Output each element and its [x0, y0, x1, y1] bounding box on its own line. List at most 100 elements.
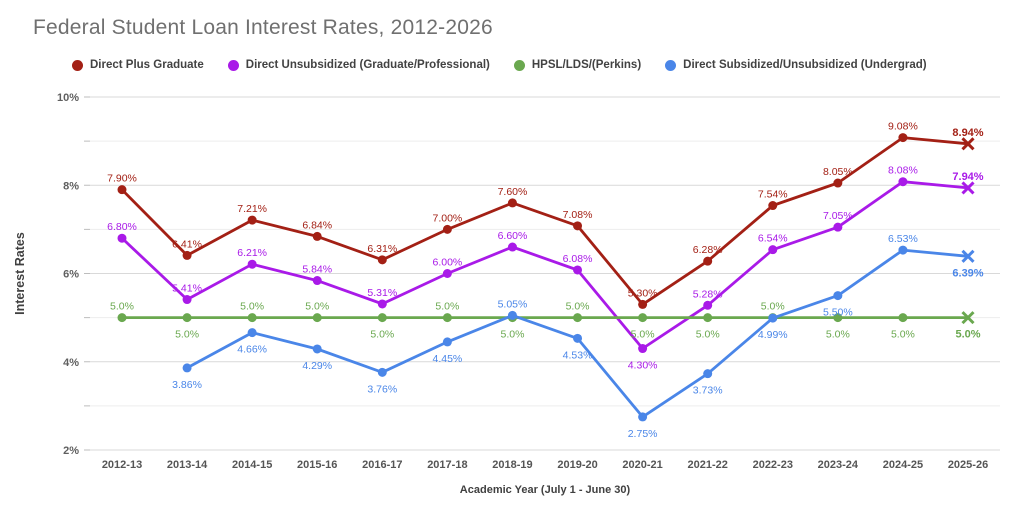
data-point[interactable]	[442, 337, 452, 347]
data-label: 5.05%	[498, 298, 528, 310]
data-point[interactable]	[703, 369, 713, 379]
data-point[interactable]	[573, 333, 583, 343]
data-point[interactable]	[703, 256, 713, 266]
data-label: 5.50%	[823, 307, 853, 319]
data-label: 4.45%	[432, 353, 462, 365]
data-point[interactable]	[768, 245, 778, 255]
data-point[interactable]	[638, 412, 648, 422]
data-point[interactable]	[182, 250, 192, 260]
legend-dot-icon	[227, 59, 239, 71]
x-cross-marker-icon	[961, 181, 975, 195]
data-point[interactable]	[312, 313, 322, 323]
data-point[interactable]	[833, 178, 843, 188]
data-point[interactable]	[638, 313, 648, 323]
chart-legend: Direct Plus Graduate Direct Unsubsidized…	[72, 59, 927, 71]
data-point[interactable]	[573, 265, 583, 275]
data-point[interactable]	[507, 310, 517, 320]
data-point[interactable]	[898, 313, 908, 323]
data-point[interactable]	[312, 231, 322, 241]
data-point[interactable]	[507, 242, 517, 252]
data-label: 5.0%	[696, 329, 720, 341]
data-label: 4.30%	[628, 360, 658, 372]
data-label: 7.00%	[432, 212, 462, 224]
data-point[interactable]	[507, 198, 517, 208]
data-point[interactable]	[703, 313, 713, 323]
data-point[interactable]	[638, 299, 648, 309]
data-label: 5.0%	[305, 301, 329, 313]
data-label: 7.21%	[237, 203, 267, 215]
legend-item-direct-unsubsidized: Direct Unsubsidized (Graduate/Profession…	[227, 59, 490, 71]
chart-title: Federal Student Loan Interest Rates, 201…	[33, 16, 493, 39]
data-label: 6.84%	[302, 219, 332, 231]
data-point[interactable]	[898, 133, 908, 143]
data-point[interactable]	[247, 215, 257, 225]
data-label: 5.0%	[826, 329, 850, 341]
x-tick-label: 2020-21	[622, 459, 662, 471]
data-point[interactable]	[833, 222, 843, 232]
legend-dot-icon	[513, 59, 525, 71]
data-label: 5.0%	[500, 329, 524, 341]
legend-label: Direct Plus Graduate	[90, 59, 204, 71]
data-point[interactable]	[898, 177, 908, 187]
data-label: 3.73%	[693, 385, 723, 397]
data-point[interactable]	[833, 313, 843, 323]
data-label: 2.75%	[628, 428, 658, 440]
data-point[interactable]	[768, 313, 778, 323]
x-tick-label: 2012-13	[102, 459, 142, 471]
x-cross-marker-icon	[961, 249, 975, 263]
data-point[interactable]	[573, 221, 583, 231]
data-label: 6.00%	[432, 257, 462, 269]
data-point[interactable]	[312, 344, 322, 354]
data-point[interactable]	[117, 313, 127, 323]
x-axis-title: Academic Year (July 1 - June 30)	[460, 484, 631, 496]
data-label: 4.99%	[758, 329, 788, 341]
data-label: 5.0%	[435, 301, 459, 313]
data-point[interactable]	[117, 233, 127, 243]
data-point[interactable]	[377, 367, 387, 377]
x-tick-label: 2016-17	[362, 459, 402, 471]
data-point[interactable]	[442, 313, 452, 323]
legend-item-direct-subsidized-undergrad: Direct Subsidized/Unsubsidized (Undergra…	[665, 59, 927, 71]
data-label: 6.39%	[952, 267, 983, 279]
data-point[interactable]	[312, 276, 322, 286]
data-point[interactable]	[377, 255, 387, 265]
data-label: 5.0%	[370, 329, 394, 341]
data-point[interactable]	[442, 269, 452, 278]
data-label: 6.60%	[498, 230, 528, 242]
data-label: 5.0%	[955, 329, 980, 341]
x-tick-label: 2024-25	[883, 459, 923, 471]
data-label: 6.80%	[107, 221, 137, 233]
data-point[interactable]	[442, 224, 452, 234]
data-point[interactable]	[703, 300, 713, 310]
data-point[interactable]	[182, 363, 192, 373]
data-point[interactable]	[247, 313, 257, 323]
data-point[interactable]	[182, 295, 192, 305]
data-label: 7.60%	[498, 186, 528, 198]
data-point[interactable]	[117, 185, 127, 195]
data-point[interactable]	[182, 313, 192, 323]
data-label: 6.41%	[172, 238, 202, 250]
data-label: 4.53%	[563, 349, 593, 361]
data-point[interactable]	[638, 344, 648, 354]
legend-dot-icon	[72, 59, 83, 71]
data-point[interactable]	[573, 313, 583, 323]
legend-dot-icon	[665, 59, 677, 71]
legend-item-hpsl-lds-perkins: HPSL/LDS/(Perkins)	[513, 59, 641, 71]
data-point[interactable]	[377, 313, 387, 323]
data-point[interactable]	[833, 291, 843, 301]
data-label: 5.0%	[891, 329, 915, 341]
data-label: 6.08%	[563, 253, 593, 265]
data-label: 6.28%	[693, 244, 723, 256]
x-cross-marker-icon	[961, 137, 975, 151]
data-point[interactable]	[898, 245, 908, 255]
data-point[interactable]	[247, 259, 257, 269]
data-point[interactable]	[768, 201, 778, 211]
data-label: 6.54%	[758, 233, 788, 245]
data-label: 8.94%	[952, 127, 983, 139]
data-point[interactable]	[247, 328, 257, 338]
data-point[interactable]	[377, 299, 387, 309]
x-tick-label: 2013-14	[167, 459, 208, 471]
data-label: 7.05%	[823, 210, 853, 222]
